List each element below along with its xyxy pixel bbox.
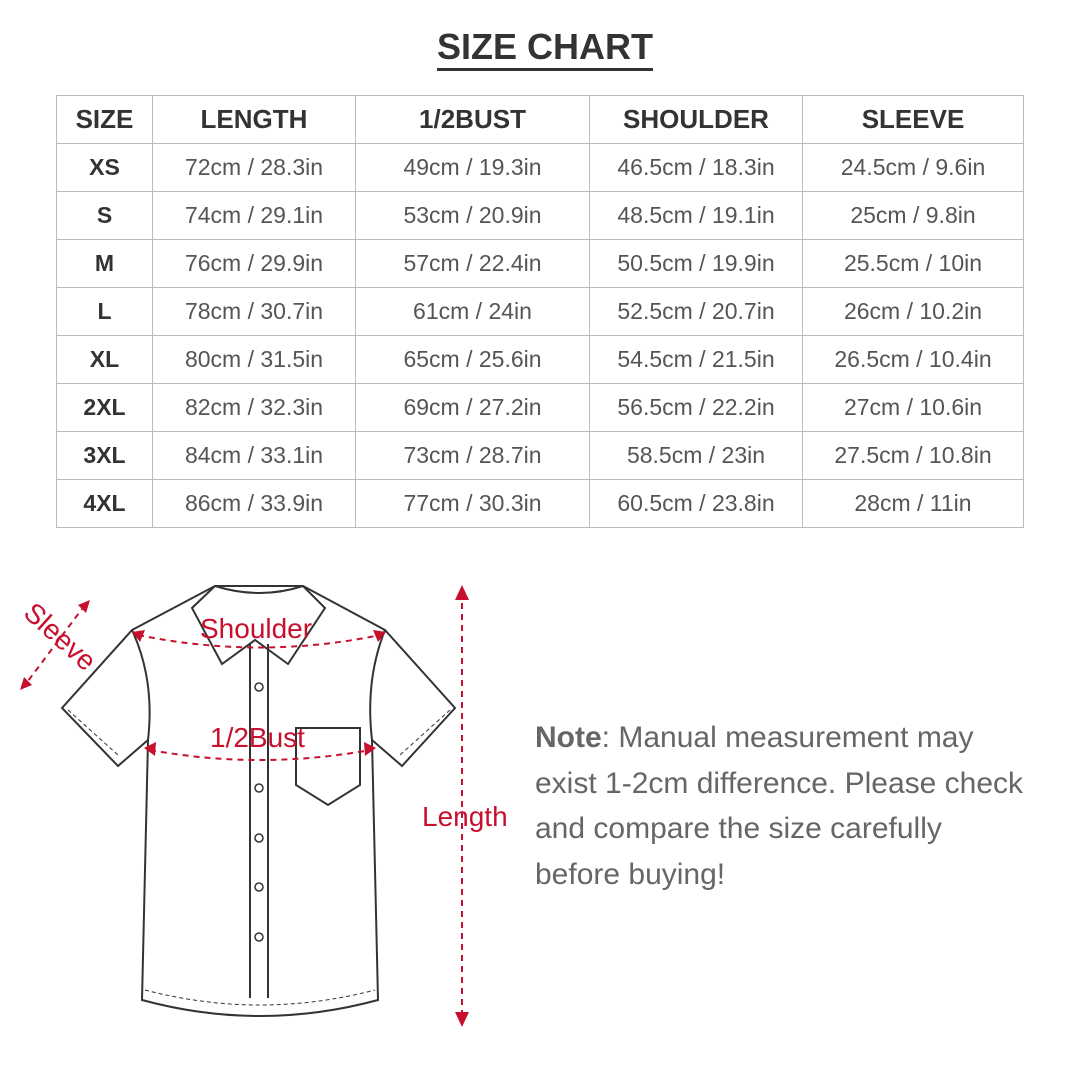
measurement-cell: 25cm / 9.8in xyxy=(802,191,1024,240)
size-cell: 2XL xyxy=(56,383,153,432)
measurement-cell: 50.5cm / 19.9in xyxy=(589,239,803,288)
measurement-cell: 28cm / 11in xyxy=(802,479,1024,528)
table-row: S 74cm / 29.1in 53cm / 20.9in 48.5cm / 19.1… xyxy=(56,191,1024,240)
measurement-cell: 60.5cm / 23.8in xyxy=(589,479,803,528)
measurement-cell: 27.5cm / 10.8in xyxy=(802,431,1024,480)
size-cell: 4XL xyxy=(56,479,153,528)
size-table: SIZE LENGTH 1/2BUST SHOULDER SLEEVE XS 72… xyxy=(56,95,1024,528)
table-row: 3XL 84cm / 33.1in 73cm / 28.7in 58.5cm / 23… xyxy=(56,431,1024,480)
measurement-cell: 24.5cm / 9.6in xyxy=(802,143,1024,192)
size-cell: XS xyxy=(56,143,153,192)
measurement-cell: 56.5cm / 22.2in xyxy=(589,383,803,432)
arrowheads xyxy=(20,585,469,1027)
header-bust: 1/2BUST xyxy=(355,95,590,144)
size-cell: 3XL xyxy=(56,431,153,480)
sleeve-label: Sleeve xyxy=(18,596,102,676)
table-row: XL 80cm / 31.5in 65cm / 25.6in 54.5cm / 21.… xyxy=(56,335,1024,384)
size-cell: L xyxy=(56,287,153,336)
bust-label: 1/2Bust xyxy=(210,722,305,753)
length-label: Length xyxy=(422,801,508,832)
table-row: M 76cm / 29.9in 57cm / 22.4in 50.5cm / 19.9… xyxy=(56,239,1024,288)
measurement-cell: 84cm / 33.1in xyxy=(152,431,356,480)
measurement-cell: 26.5cm / 10.4in xyxy=(802,335,1024,384)
measurement-cell: 57cm / 22.4in xyxy=(355,239,590,288)
page-title: SIZE CHART xyxy=(0,26,1080,71)
buttons xyxy=(254,682,264,942)
measurement-cell: 58.5cm / 23in xyxy=(589,431,803,480)
header-length: LENGTH xyxy=(152,95,356,144)
size-cell: M xyxy=(56,239,153,288)
table-row: XS 72cm / 28.3in 49cm / 19.3in 46.5cm / 18.… xyxy=(56,143,1024,192)
measurement-cell: 86cm / 33.9in xyxy=(152,479,356,528)
note-label: Note xyxy=(535,721,602,754)
measurement-cell: 27cm / 10.6in xyxy=(802,383,1024,432)
size-cell: XL xyxy=(56,335,153,384)
measurement-cell: 82cm / 32.3in xyxy=(152,383,356,432)
table-header-row: SIZE LENGTH 1/2BUST SHOULDER SLEEVE xyxy=(56,95,1024,144)
measurement-cell: 77cm / 30.3in xyxy=(355,479,590,528)
note-body: : Manual measurement may exist 1-2cm dif… xyxy=(535,721,1024,891)
measurement-cell: 52.5cm / 20.7in xyxy=(589,287,803,336)
measurement-cell: 46.5cm / 18.3in xyxy=(589,143,803,192)
shirt-illustration xyxy=(60,584,457,1017)
header-sleeve: SLEEVE xyxy=(802,95,1024,144)
measurement-cell: 49cm / 19.3in xyxy=(355,143,590,192)
shoulder-label: Shoulder xyxy=(200,613,312,644)
measurement-cell: 53cm / 20.9in xyxy=(355,191,590,240)
measurement-cell: 48.5cm / 19.1in xyxy=(589,191,803,240)
measurement-cell: 72cm / 28.3in xyxy=(152,143,356,192)
measurement-cell: 26cm / 10.2in xyxy=(802,287,1024,336)
table-row: 4XL 86cm / 33.9in 77cm / 30.3in 60.5cm / 23… xyxy=(56,479,1024,528)
header-shoulder: SHOULDER xyxy=(589,95,803,144)
table-row: L 78cm / 30.7in 61cm / 24in 52.5cm / 20.7in… xyxy=(56,287,1024,336)
header-size: SIZE xyxy=(56,95,153,144)
measurement-cell: 73cm / 28.7in xyxy=(355,431,590,480)
note-text: Note: Manual measurement may exist 1-2cm… xyxy=(535,715,1035,897)
measurement-cell: 54.5cm / 21.5in xyxy=(589,335,803,384)
measurement-cell: 69cm / 27.2in xyxy=(355,383,590,432)
measurement-cell: 78cm / 30.7in xyxy=(152,287,356,336)
title-text: SIZE CHART xyxy=(437,26,653,71)
size-cell: S xyxy=(56,191,153,240)
measurement-cell: 74cm / 29.1in xyxy=(152,191,356,240)
measurement-cell: 25.5cm / 10in xyxy=(802,239,1024,288)
measurement-cell: 80cm / 31.5in xyxy=(152,335,356,384)
measurement-cell: 76cm / 29.9in xyxy=(152,239,356,288)
measurement-cell: 61cm / 24in xyxy=(355,287,590,336)
measurement-cell: 65cm / 25.6in xyxy=(355,335,590,384)
table-row: 2XL 82cm / 32.3in 69cm / 27.2in 56.5cm / 22… xyxy=(56,383,1024,432)
measurement-lines xyxy=(24,592,463,1020)
shirt-measurement-diagram: Shoulder 1/2Bust Length Sleeve xyxy=(18,584,508,1027)
